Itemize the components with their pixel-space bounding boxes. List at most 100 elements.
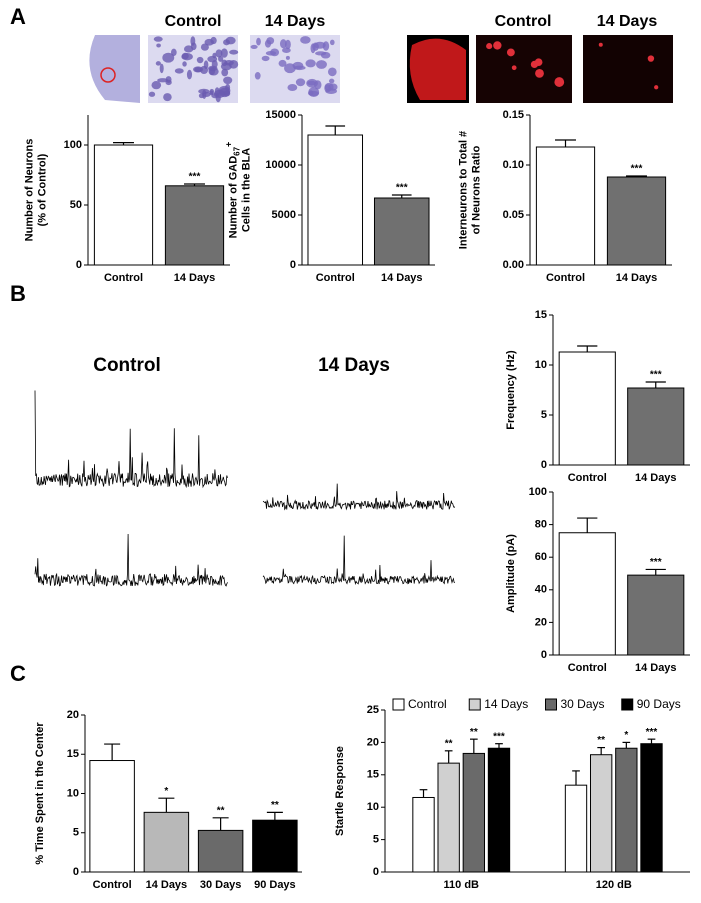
x-tick-label: Control bbox=[104, 272, 143, 284]
cell bbox=[295, 78, 306, 87]
trace bbox=[262, 535, 456, 586]
y-tick-label: 5 bbox=[373, 834, 379, 846]
y-axis-label-sup: + bbox=[224, 142, 234, 147]
image-label: 14 Days bbox=[597, 13, 658, 30]
bar bbox=[307, 134, 364, 266]
y-tick-label: 0 bbox=[541, 459, 547, 471]
legend-swatch bbox=[621, 698, 634, 711]
cell bbox=[327, 67, 337, 77]
cell bbox=[535, 68, 544, 78]
bar bbox=[437, 762, 460, 873]
legend-label: Control bbox=[408, 697, 447, 711]
x-tick-label: Control bbox=[568, 662, 607, 674]
x-tick-label: Control bbox=[316, 272, 355, 284]
y-tick-label: 0 bbox=[541, 649, 547, 661]
x-tick-label: 110 dB bbox=[444, 879, 480, 891]
y-tick-label: 0.05 bbox=[503, 209, 524, 221]
y-tick-label: 5000 bbox=[272, 209, 296, 221]
image-label: 14 Days bbox=[265, 13, 326, 30]
y-axis-label-part: Startle Response bbox=[334, 746, 346, 836]
significance: *** bbox=[189, 172, 201, 183]
image-label: Control bbox=[165, 13, 222, 30]
legend-label: 90 Days bbox=[637, 697, 681, 711]
cell bbox=[228, 60, 239, 69]
cell bbox=[486, 43, 493, 50]
y-tick-label: 10 bbox=[535, 359, 547, 371]
cell bbox=[193, 66, 204, 73]
panel-label: A bbox=[10, 4, 26, 29]
y-tick-label: 10 bbox=[67, 787, 79, 799]
y-tick-label: 15000 bbox=[265, 109, 296, 121]
y-axis-label-part: Interneurons to Total # bbox=[457, 131, 469, 249]
y-tick-label: 0 bbox=[73, 866, 79, 878]
cell bbox=[282, 47, 291, 53]
y-tick-label: 25 bbox=[367, 704, 379, 716]
y-tick-label: 0.00 bbox=[503, 259, 524, 271]
cell bbox=[292, 61, 304, 70]
trace bbox=[34, 390, 228, 489]
y-tick-label: 100 bbox=[529, 486, 547, 498]
x-tick-label: Control bbox=[93, 879, 132, 891]
y-axis-label: % Time Spent in the Center bbox=[34, 722, 46, 865]
bar bbox=[93, 144, 154, 266]
cell bbox=[278, 59, 287, 67]
bar bbox=[564, 784, 588, 873]
y-axis-label-sub: 67 bbox=[233, 146, 242, 155]
cell bbox=[182, 61, 187, 67]
y-axis-label: Cells in the BLA bbox=[240, 148, 252, 232]
image bbox=[89, 35, 140, 103]
y-tick-label: 20 bbox=[67, 709, 79, 721]
trace bbox=[262, 483, 456, 511]
cell bbox=[310, 43, 316, 54]
significance: *** bbox=[650, 557, 662, 568]
x-tick-label: Control bbox=[546, 272, 585, 284]
cell bbox=[221, 59, 228, 67]
significance: * bbox=[164, 786, 168, 797]
significance: *** bbox=[650, 370, 662, 381]
cell bbox=[328, 78, 335, 84]
y-axis-label-part: Number of Neurons bbox=[23, 139, 35, 242]
bar bbox=[558, 532, 616, 656]
cell bbox=[305, 59, 316, 68]
cell bbox=[300, 36, 311, 44]
cell bbox=[155, 61, 161, 66]
cell bbox=[654, 85, 659, 90]
x-tick-label: Control bbox=[568, 472, 607, 484]
cell bbox=[181, 52, 189, 60]
cell bbox=[198, 88, 210, 94]
y-axis-label-part: Amplitude (pA) bbox=[505, 534, 517, 613]
cell bbox=[207, 55, 218, 63]
cell bbox=[186, 69, 193, 80]
significance: *** bbox=[646, 727, 658, 738]
y-tick-label: 0 bbox=[373, 866, 379, 878]
bar bbox=[589, 754, 613, 873]
y-tick-label: 20 bbox=[535, 616, 547, 628]
y-axis-label-part: Cells in the BLA bbox=[240, 148, 252, 232]
significance: *** bbox=[396, 183, 408, 194]
cell bbox=[159, 63, 164, 74]
micrographs bbox=[82, 35, 673, 103]
cell bbox=[266, 37, 275, 45]
y-tick-label: 60 bbox=[535, 551, 547, 563]
significance: * bbox=[624, 730, 628, 741]
cell bbox=[307, 80, 316, 86]
y-tick-label: 20 bbox=[367, 736, 379, 748]
y-axis-label-part: Frequency (Hz) bbox=[505, 350, 517, 430]
cell bbox=[223, 76, 233, 85]
y-tick-label: 0.10 bbox=[503, 159, 524, 171]
cell bbox=[261, 55, 270, 62]
cell bbox=[316, 60, 327, 69]
y-tick-label: 5 bbox=[73, 827, 79, 839]
y-tick-label: 100 bbox=[64, 139, 82, 151]
cell bbox=[215, 49, 223, 58]
legend-label: 14 Days bbox=[484, 697, 528, 711]
cell bbox=[225, 36, 236, 45]
cell bbox=[229, 49, 239, 55]
cell bbox=[151, 81, 162, 90]
bar bbox=[462, 752, 486, 873]
cell bbox=[200, 43, 209, 51]
y-axis-label: Interneurons to Total # bbox=[457, 131, 469, 249]
bar bbox=[164, 185, 225, 266]
bar bbox=[606, 176, 667, 266]
bar bbox=[373, 197, 430, 266]
